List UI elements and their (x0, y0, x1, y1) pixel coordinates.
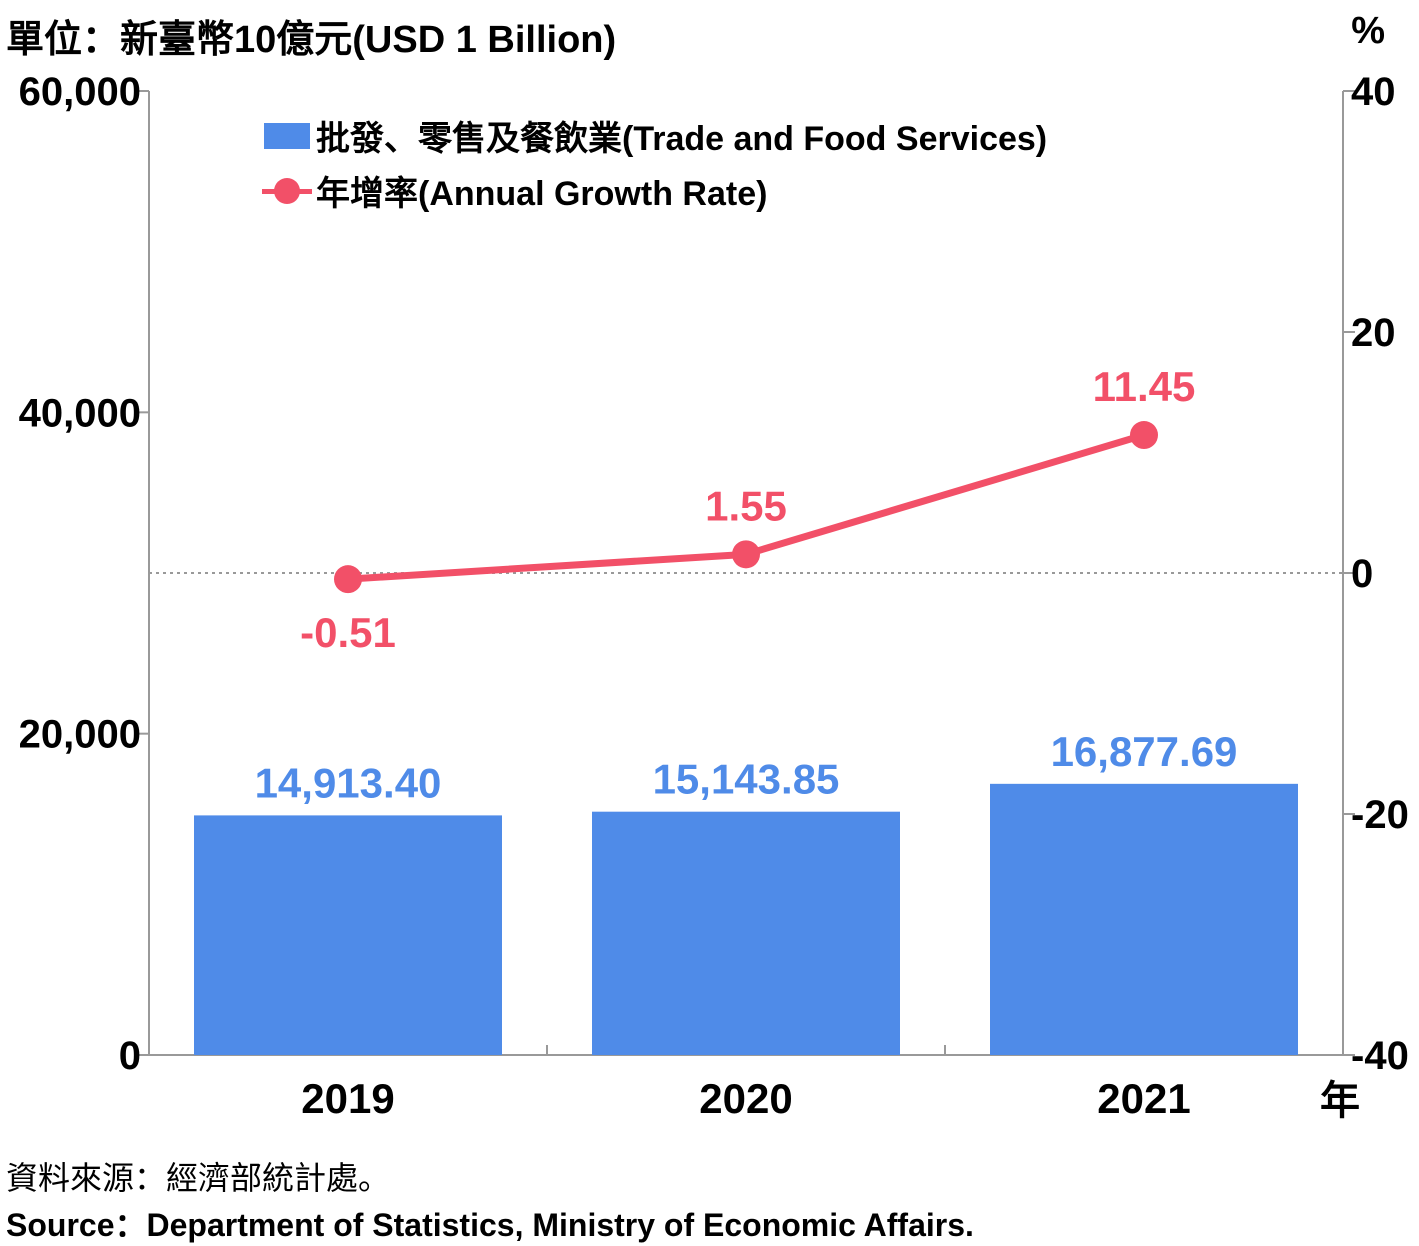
legend-line-label: 年增率(Annual Growth Rate) (316, 175, 768, 213)
legend-line-swatch (262, 177, 312, 204)
growth-value-label: 11.45 (1093, 363, 1196, 410)
x-axis-category-label: 2020 (699, 1075, 792, 1122)
legend-bar-label: 批發、零售及餐飲業(Trade and Food Services) (316, 120, 1048, 158)
right-axis-tick-label: 40 (1351, 70, 1396, 114)
growth-value-label: 1.55 (705, 482, 787, 529)
legend-item-bar: 批發、零售及餐飲業(Trade and Food Services) (262, 108, 1047, 163)
left-axis-tick-label: 0 (119, 1034, 141, 1078)
growth-point (1130, 421, 1158, 450)
right-axis-tick-label: 20 (1351, 311, 1396, 355)
growth-point (732, 540, 760, 569)
source-note-en: Source：Department of Statistics, Ministr… (6, 1207, 974, 1243)
source-note-zh: 資料來源：經濟部統計處。 (6, 1160, 391, 1196)
x-axis-category-label: 2021 (1097, 1075, 1190, 1122)
right-axis-tick-label: -20 (1351, 793, 1409, 837)
bar-value-label: 15,143.85 (653, 756, 840, 803)
bar (592, 811, 900, 1055)
x-axis-category-label: 2019 (301, 1075, 394, 1122)
right-axis-unit: % (1351, 10, 1385, 52)
legend-item-line: 年增率(Annual Growth Rate) (262, 163, 1047, 218)
legend-bar-swatch (264, 122, 310, 149)
bar (990, 783, 1298, 1055)
bar (194, 815, 502, 1055)
left-axis-tick-label: 60,000 (19, 70, 141, 114)
growth-point (334, 565, 362, 594)
left-axis-tick-label: 40,000 (19, 391, 141, 435)
left-axis-tick-label: 20,000 (19, 713, 141, 757)
legend: 批發、零售及餐飲業(Trade and Food Services) 年增率(A… (262, 108, 1047, 218)
bar-value-label: 16,877.69 (1051, 728, 1238, 775)
bar-value-label: 14,913.40 (255, 759, 442, 806)
right-axis-tick-label: 0 (1351, 552, 1373, 596)
right-axis-tick-label: -40 (1351, 1034, 1409, 1078)
x-axis-unit: 年 (1320, 1079, 1360, 1123)
left-axis-unit: 單位：新臺幣10億元(USD 1 Billion) (6, 19, 617, 61)
growth-value-label: -0.51 (300, 609, 396, 656)
